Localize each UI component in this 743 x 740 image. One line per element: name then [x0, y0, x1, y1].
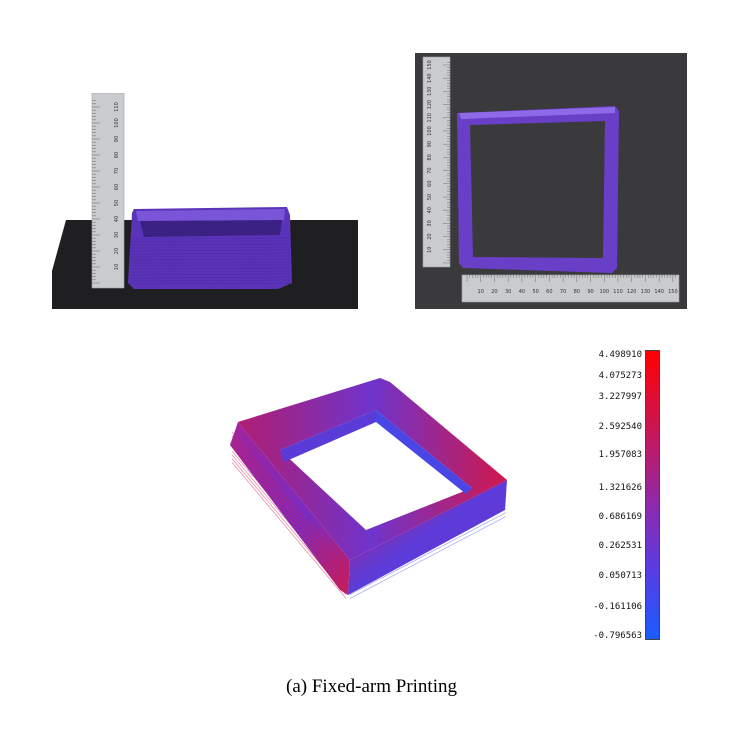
ruler-numbers: 10 20 30 40 50 60 70 80 90 100 110: [114, 102, 120, 270]
ruler-number: 120: [627, 289, 637, 295]
colorbar-tick-label: 1.321626: [598, 483, 642, 493]
side-view-photo: 10 20 30 40 50 60 70 80 90 100 110: [52, 93, 358, 309]
ruler-number: 150: [427, 60, 433, 70]
inner-wall: [140, 220, 282, 237]
colorbar-tick-label: -0.161106: [593, 602, 642, 612]
ruler-number: 30: [505, 289, 511, 295]
ruler-number: 80: [427, 154, 433, 160]
ruler-number: 40: [427, 207, 433, 213]
ruler-number: 70: [114, 168, 120, 174]
colorbar-tick-label: 4.075273: [598, 371, 642, 381]
ruler-number: 100: [114, 118, 120, 128]
colorbar-tick-label: 0.050713: [598, 571, 642, 581]
ruler-number: 30: [114, 232, 120, 238]
ruler-number: 50: [114, 200, 120, 206]
top-view-photo: 10 20 30 40 50 60 70 80 90 100 110 120 130 140 150 10 2…: [415, 53, 687, 309]
vertical-ruler: [422, 56, 451, 268]
ruler-number: 140: [427, 73, 433, 83]
figure-caption: (a) Fixed-arm Printing: [286, 676, 457, 697]
colorbar-tick-label: 3.227997: [598, 392, 642, 402]
frame-highlight: [459, 107, 615, 119]
steel-ruler: [91, 93, 125, 289]
ruler-number: 30: [427, 220, 433, 226]
colorbar-tick-label: 0.686169: [598, 512, 642, 522]
ruler-number: 110: [613, 289, 623, 295]
scan-inner-back-right: [376, 410, 472, 494]
vertical-ruler-numbers: 10 20 30 40 50 60 70 80 90 100 110 120 130 140 150: [427, 60, 433, 253]
ruler-number: 80: [574, 289, 580, 295]
printed-square-frame: [457, 106, 619, 273]
horizontal-ruler-numbers: 10 20 30 40 50 60 70 80 90 100 110 120 130 140 150: [478, 289, 678, 295]
scan-front-right-face: [348, 480, 507, 595]
ruler-number: 90: [427, 141, 433, 147]
ruler-number: 10: [427, 247, 433, 253]
vertical-ruler-ticks: [443, 62, 450, 264]
ruler-number: 50: [427, 194, 433, 200]
scan-inner-back-left: [280, 410, 376, 462]
deviation-colorbar: [645, 350, 660, 640]
ruler-number: 110: [114, 102, 120, 112]
ruler-number: 60: [427, 181, 433, 187]
ruler-number: 50: [532, 289, 538, 295]
ruler-number: 20: [114, 248, 120, 254]
ruler-number: 40: [519, 289, 525, 295]
ruler-ticks: [92, 100, 100, 284]
colorbar-tick-label: -0.796563: [593, 631, 642, 641]
scan-deviation-render: [220, 370, 520, 600]
ruler-number: 20: [491, 289, 497, 295]
colorbar-tick-label: 2.592540: [598, 422, 642, 432]
ruler-number: 70: [427, 167, 433, 173]
ruler-number: 150: [668, 289, 678, 295]
ruler-number: 20: [427, 233, 433, 239]
ruler-number: 10: [478, 289, 484, 295]
ruler-number: 110: [427, 113, 433, 123]
back-wall-top: [136, 209, 285, 221]
ruler-number: 120: [427, 100, 433, 110]
ruler-number: 90: [587, 289, 593, 295]
ruler-number: 90: [114, 136, 120, 142]
ruler-number: 40: [114, 216, 120, 222]
ruler-number: 130: [641, 289, 651, 295]
ruler-number: 140: [654, 289, 664, 295]
colorbar-tick-label: 0.262531: [598, 541, 642, 551]
ruler-number: 60: [114, 184, 120, 190]
layer-lines: [129, 237, 291, 285]
ruler-number: 100: [599, 289, 609, 295]
ruler-number: 80: [114, 152, 120, 158]
horizontal-ruler-ticks: [466, 275, 676, 282]
scan-top-rim: [238, 378, 507, 560]
colorbar-tick-label: 4.498910: [598, 350, 642, 360]
ruler-number: 70: [560, 289, 566, 295]
ruler-number: 130: [427, 87, 433, 97]
horizontal-ruler: [461, 274, 680, 303]
scan-layer-lines: [231, 431, 507, 599]
ruler-number: 10: [114, 264, 120, 270]
ruler-number: 100: [427, 126, 433, 136]
ruler-number: 60: [546, 289, 552, 295]
colorbar-tick-label: 1.957083: [598, 450, 642, 460]
